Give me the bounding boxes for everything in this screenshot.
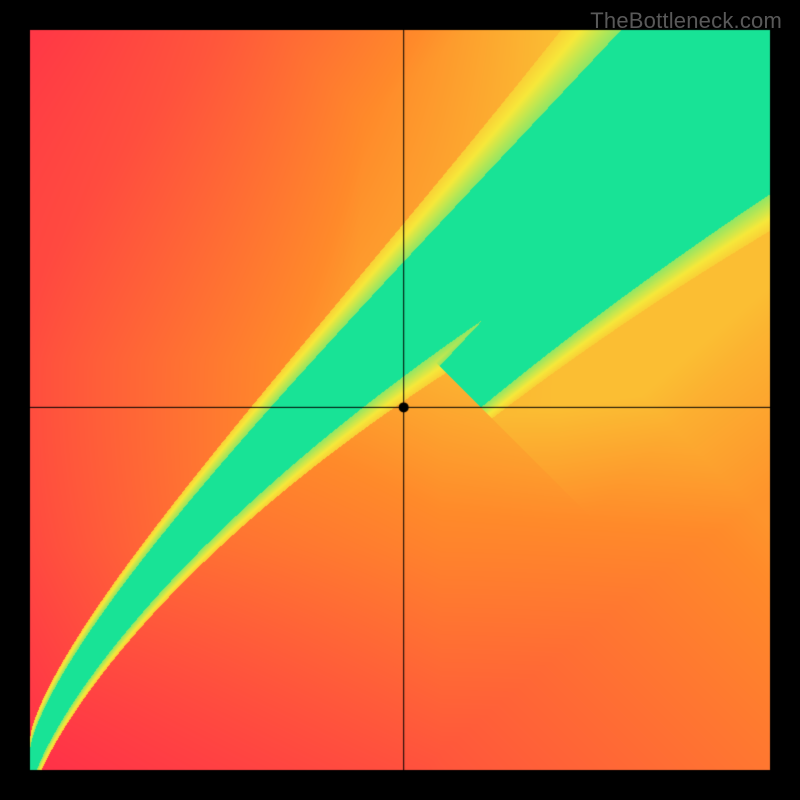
bottleneck-heatmap <box>0 0 800 800</box>
chart-container: TheBottleneck.com <box>0 0 800 800</box>
watermark-text: TheBottleneck.com <box>590 8 782 34</box>
